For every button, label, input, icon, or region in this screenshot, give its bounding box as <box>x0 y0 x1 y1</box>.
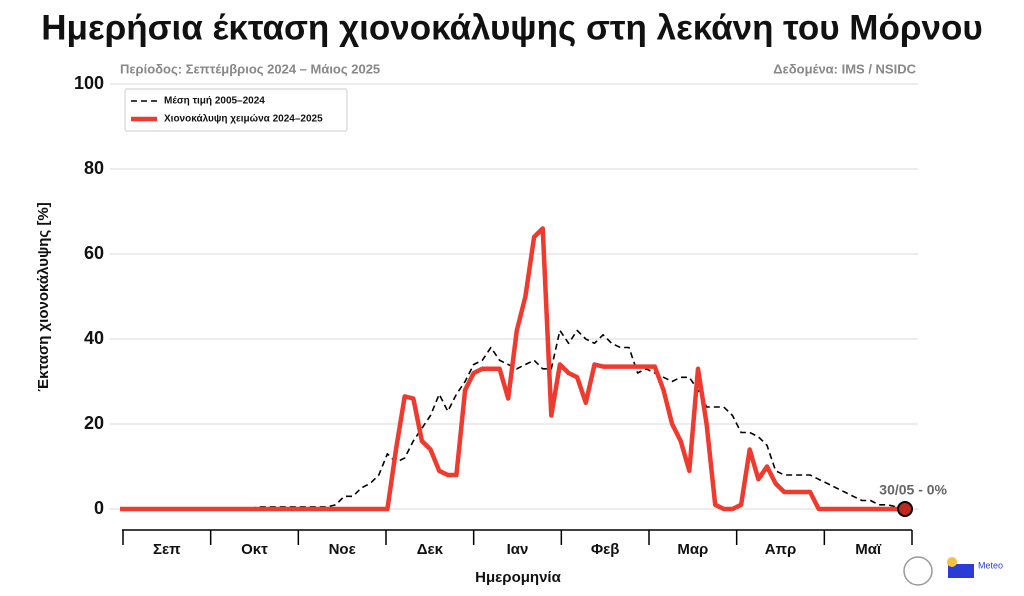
y-tick-label: 100 <box>74 73 104 93</box>
legend-box <box>124 88 348 132</box>
subtitle: Περίοδος: Σεπτέμβριος 2024 – Μάιος 2025 <box>120 61 380 76</box>
legend-label: Μέση τιμή 2005–2024 <box>164 96 265 107</box>
logo-seal <box>903 556 933 586</box>
y-tick-label: 60 <box>84 243 104 263</box>
y-axis-label: Έκταση χιονοκάλυψης [%] <box>35 202 52 391</box>
end-marker <box>897 501 913 517</box>
x-tick-label: Δεκ <box>417 541 444 558</box>
series-line <box>120 226 905 512</box>
x-tick-label: Μαϊ <box>855 541 882 558</box>
x-tick-label: Φεβ <box>591 541 620 558</box>
x-tick-label: Οκτ <box>241 541 268 558</box>
y-tick-label: 20 <box>84 413 104 433</box>
y-tick-label: 40 <box>84 328 104 348</box>
legend-label: Χιονοκάλυψη χειμώνα 2024–2025 <box>164 114 323 125</box>
logo-text: Meteo <box>978 560 1003 570</box>
y-tick-label: 80 <box>84 158 104 178</box>
x-tick-label: Ιαν <box>507 541 529 558</box>
x-tick-label: Σεπ <box>153 541 181 558</box>
x-tick-label: Νοε <box>329 541 356 558</box>
chart-title: Ημερήσια έκταση χιονοκάλυψης στη λεκάνη … <box>41 8 982 47</box>
source: Δεδομένα: IMS / NSIDC <box>773 61 916 76</box>
y-tick-label: 0 <box>94 498 104 518</box>
x-tick-label: Απρ <box>765 541 797 558</box>
annotation: 30/05 - 0% <box>879 482 947 498</box>
logo-sun <box>947 557 957 567</box>
logo-mark <box>948 564 974 578</box>
x-tick-label: Μαρ <box>677 541 708 558</box>
x-axis-label: Ημερομηνία <box>475 569 561 586</box>
